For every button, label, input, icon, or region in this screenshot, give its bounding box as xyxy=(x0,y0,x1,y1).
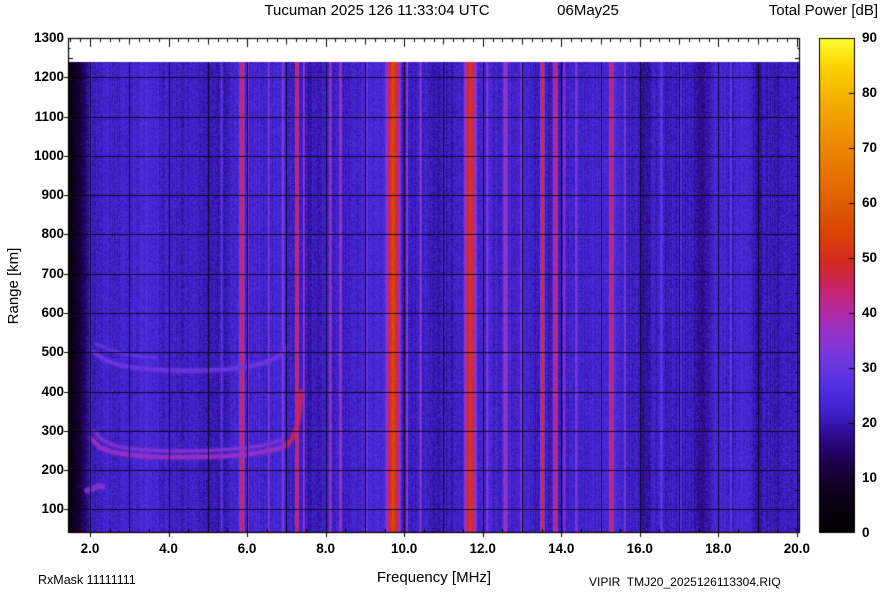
x-tick-label-18.0: 18.0 xyxy=(705,541,732,556)
colorbar-title: Total Power [dB] xyxy=(768,2,878,19)
x-tick-label-4.0: 4.0 xyxy=(159,541,178,556)
y-tick-label-200: 200 xyxy=(41,462,64,478)
colorbar-tick-label-80: 80 xyxy=(862,85,878,100)
y-tick-label-1200: 1200 xyxy=(33,69,64,85)
y-tick-label-500: 500 xyxy=(41,344,64,360)
x-tick-label-10.0: 10.0 xyxy=(391,541,418,556)
x-tick-label-12.0: 12.0 xyxy=(469,541,496,556)
plot-date: 06May25 xyxy=(557,2,619,19)
x-axis-title: Frequency [MHz] xyxy=(376,569,492,586)
colorbar-tick-label-70: 70 xyxy=(862,140,878,155)
colorbar-tick-label-60: 60 xyxy=(862,195,878,210)
y-tick-label-800: 800 xyxy=(41,226,64,242)
y-tick-label-1300: 1300 xyxy=(33,30,64,45)
colorbar-tick-label-50: 50 xyxy=(862,250,878,265)
colorbar-tick-label-30: 30 xyxy=(862,360,878,375)
plot-title: Tucuman 2025 126 11:33:04 UTC xyxy=(264,2,490,19)
y-tick-label-1000: 1000 xyxy=(33,147,64,163)
colorbar-tick-label-0: 0 xyxy=(862,525,870,540)
y-tick-label-600: 600 xyxy=(41,305,64,320)
x-tick-label-8.0: 8.0 xyxy=(316,541,335,556)
y-tick-label-1100: 1100 xyxy=(34,108,64,124)
colorbar-tick-label-40: 40 xyxy=(862,305,878,320)
colorbar-tick-label-90: 90 xyxy=(862,30,878,45)
colorbar-tick-label-10: 10 xyxy=(862,470,878,485)
x-tick-label-6.0: 6.0 xyxy=(237,541,257,556)
rxmask-label: RxMask 11111111 xyxy=(38,573,136,587)
y-tick-label-700: 700 xyxy=(41,265,64,281)
x-tick-label-2.0: 2.0 xyxy=(80,541,100,556)
colorbar-tick-label-20: 20 xyxy=(862,415,878,430)
filename-label: VIPIR TMJ20_2025126113304.RIQ xyxy=(589,575,781,589)
y-tick-label-300: 300 xyxy=(41,422,64,438)
y-tick-label-400: 400 xyxy=(41,383,64,399)
x-tick-label-16.0: 16.0 xyxy=(626,541,653,556)
x-tick-label-14.0: 14.0 xyxy=(548,541,575,556)
y-tick-label-100: 100 xyxy=(41,501,64,517)
x-tick-label-20.0: 20.0 xyxy=(783,541,810,556)
y-tick-label-900: 900 xyxy=(41,187,64,203)
